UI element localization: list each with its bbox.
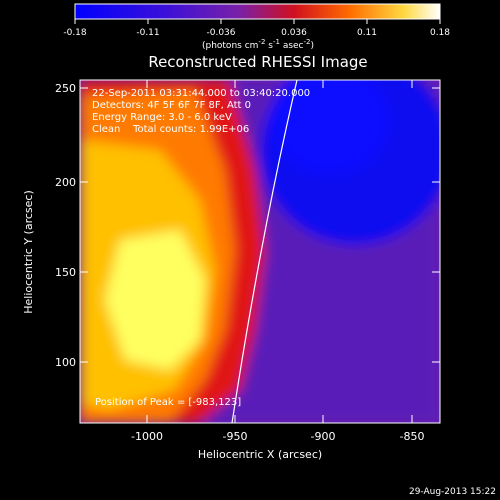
colorbar-tick-label: 0.036 xyxy=(281,28,307,38)
colorbar-tick-label: -0.11 xyxy=(136,28,159,38)
x-axis-label: Heliocentric X (arcsec) xyxy=(198,448,322,461)
x-tick-label: -1000 xyxy=(131,430,163,443)
colorbar-units: (photons cm-2 s-1 asec-2) xyxy=(202,38,314,51)
colorbar-tick-label: -0.18 xyxy=(63,28,87,38)
info-energy-range: Energy Range: 3.0 - 6.0 keV xyxy=(92,112,232,123)
x-tick-label: -850 xyxy=(400,430,425,443)
colorbar-tick-label: -0.036 xyxy=(206,28,235,38)
rhessi-image xyxy=(80,80,440,423)
x-tick-label: -900 xyxy=(311,430,336,443)
y-tick-label: 100 xyxy=(55,356,76,369)
colorbar xyxy=(74,3,441,20)
page-title: Reconstructed RHESSI Image xyxy=(148,53,367,71)
colorbar-ticks xyxy=(74,19,441,24)
y-tick-label: 200 xyxy=(55,176,76,189)
footer-date: 29-Aug-2013 15:22 xyxy=(409,487,496,497)
colorbar-tick-label: 0.18 xyxy=(430,28,450,38)
solar-limb-line xyxy=(231,80,298,423)
y-axis-label: Heliocentric Y (arcsec) xyxy=(22,190,35,314)
y-tick-label: 250 xyxy=(55,82,76,95)
info-peak-position: Position of Peak = [-983,123] xyxy=(95,397,241,408)
info-time-range: 22-Sep-2011 03:31:44.000 to 03:40:20.000 xyxy=(92,88,310,99)
axis-ticks xyxy=(80,80,440,423)
x-tick-label: -950 xyxy=(223,430,248,443)
colorbar-tick-label: 0.11 xyxy=(357,28,377,38)
y-tick-label: 150 xyxy=(55,266,76,279)
plot-frame xyxy=(79,79,441,424)
info-clean-counts: Clean Total counts: 1.99E+06 xyxy=(92,124,249,135)
info-detectors: Detectors: 4F 5F 6F 7F 8F, Att 0 xyxy=(92,100,251,111)
